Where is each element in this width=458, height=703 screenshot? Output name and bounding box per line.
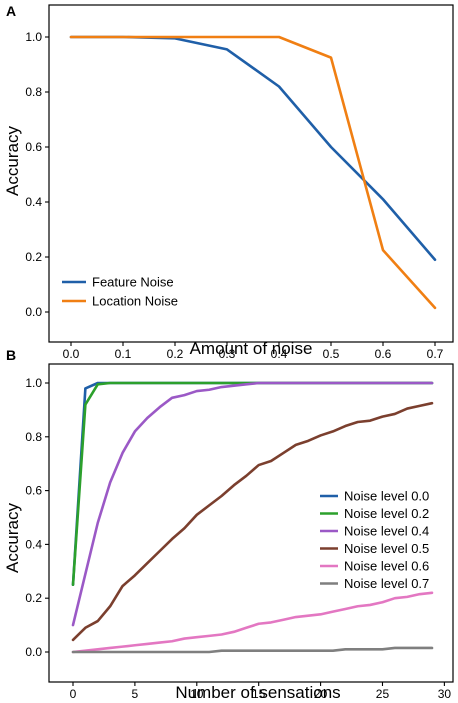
panel-b-legend-label: Noise level 0.2 bbox=[344, 506, 429, 521]
panel-a-x-tick-label: 0.0 bbox=[63, 347, 80, 361]
panel-a-x-tick-label: 0.1 bbox=[115, 347, 132, 361]
panel-b-series bbox=[71, 381, 434, 654]
panel-b-legend-label: Noise level 0.5 bbox=[344, 541, 429, 556]
panel-b-series-line bbox=[71, 591, 434, 654]
panel-a-x-tick-label: 0.2 bbox=[167, 347, 184, 361]
panel-b-frame bbox=[48, 363, 454, 683]
panel-b-legend-label: Noise level 0.7 bbox=[344, 576, 429, 591]
panel-a-legend-label: Feature Noise bbox=[92, 275, 174, 290]
panel-a-y-tick-label: 0.2 bbox=[25, 250, 42, 264]
panel-b-series-line bbox=[71, 646, 434, 654]
panel-a-frame bbox=[48, 4, 454, 343]
panel-b-ticks: 0 5 10 15 20 25 30 0.0 0.2 0.4 0.6 0.8 1.0 bbox=[25, 376, 451, 701]
panel-b-legend-label: Noise level 0.4 bbox=[344, 524, 429, 539]
panel-a-y-tick-label: 0.0 bbox=[25, 305, 42, 319]
panel-a-series bbox=[69, 35, 437, 310]
panel-a-y-tick-label: 1.0 bbox=[25, 30, 42, 44]
panel-b-x-tick-label: 5 bbox=[132, 687, 139, 701]
panel-b-x-tick-label: 10 bbox=[190, 687, 204, 701]
panel-b-y-tick-label: 0.4 bbox=[25, 537, 42, 551]
panel-a-x-tick-label: 0.5 bbox=[323, 347, 340, 361]
panel-b-y-tick-label: 0.6 bbox=[25, 484, 42, 498]
panel-b-legend-label: Noise level 0.6 bbox=[344, 559, 429, 574]
panel-a-legend-label: Location Noise bbox=[92, 294, 178, 309]
panel-b-x-tick-label: 0 bbox=[70, 687, 77, 701]
panel-b-y-tick-label: 0.0 bbox=[25, 645, 42, 659]
panel-b-x-tick-label: 25 bbox=[376, 687, 390, 701]
panel-b-y-tick-label: 1.0 bbox=[25, 376, 42, 390]
panel-b: B 0 5 10 15 20 25 30 0.0 0.2 0.4 0.6 0.8 1.0 Noise l… bbox=[3, 347, 454, 702]
panel-b-x-tick-label: 15 bbox=[252, 687, 266, 701]
panel-a-x-tick-label: 0.4 bbox=[271, 347, 288, 361]
panel-a-legend: Feature Noise Location Noise bbox=[62, 275, 178, 309]
panel-a-x-tick-label: 0.6 bbox=[375, 347, 392, 361]
panel-b-x-tick-label: 20 bbox=[314, 687, 328, 701]
panel-a-series-line bbox=[69, 35, 437, 310]
panel-a-y-tick-label: 0.8 bbox=[25, 85, 42, 99]
panel-a-x-axis-label: Amount of noise bbox=[190, 339, 313, 358]
panel-a-series-line bbox=[69, 35, 437, 262]
panel-b-y-tick-label: 0.2 bbox=[25, 591, 42, 605]
panel-b-legend: Noise level 0.0 Noise level 0.2 Noise leve… bbox=[320, 489, 429, 591]
panel-b-series-line bbox=[71, 381, 434, 627]
panel-a: A 0.0 0.1 0.2 0.3 0.4 0.5 0.6 0.70.00.20.40.60.… bbox=[3, 3, 454, 361]
panel-b-label: B bbox=[6, 347, 16, 363]
panel-b-y-axis-label: Accuracy bbox=[3, 503, 22, 573]
panel-b-legend-label: Noise level 0.0 bbox=[344, 489, 429, 504]
panel-a-y-tick-label: 0.4 bbox=[25, 195, 42, 209]
panel-a-label: A bbox=[6, 3, 16, 19]
panel-a-y-axis-label: Accuracy bbox=[3, 126, 22, 196]
panel-b-x-axis-label: Number of sensations bbox=[175, 683, 340, 702]
panel-b-y-tick-label: 0.8 bbox=[25, 430, 42, 444]
panel-a-ticks: 0.0 0.1 0.2 0.3 0.4 0.5 0.6 0.7 0.0 0.2 0.4 0.6 0.8 1… bbox=[25, 30, 443, 361]
panel-a-x-tick-label: 0.3 bbox=[219, 347, 236, 361]
panel-a-y-tick-label: 0.6 bbox=[25, 140, 42, 154]
panel-b-series-line bbox=[71, 401, 434, 642]
panel-a-x-tick-label: 0.7 bbox=[427, 347, 444, 361]
panel-b-x-tick-label: 30 bbox=[438, 687, 452, 701]
